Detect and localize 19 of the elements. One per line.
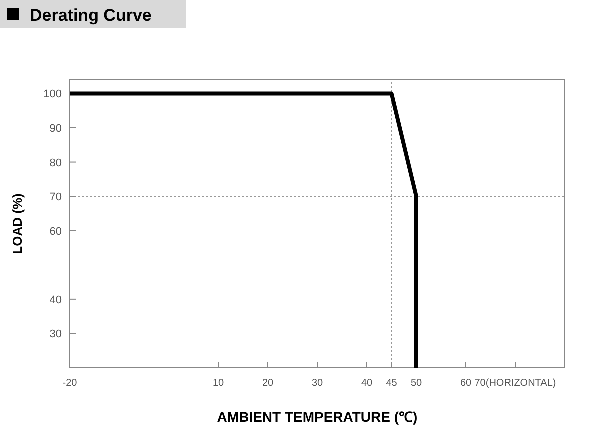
x-tick-label: 70(HORIZONTAL) bbox=[474, 378, 556, 389]
x-axis-title: AMBIENT TEMPERATURE (℃) bbox=[217, 409, 418, 425]
y-tick-label: 100 bbox=[44, 88, 62, 101]
y-tick-label: 90 bbox=[50, 123, 62, 135]
x-tick-label: -20 bbox=[62, 378, 78, 389]
x-tick-label: 10 bbox=[212, 378, 224, 389]
x-tick-label: 40 bbox=[361, 378, 373, 389]
chart-title: Derating Curve bbox=[30, 6, 152, 25]
y-tick-label: 70 bbox=[50, 192, 62, 204]
y-tick-label: 40 bbox=[50, 294, 62, 306]
y-axis-title: LOAD (%) bbox=[10, 194, 25, 254]
x-tick-label: 45 bbox=[386, 378, 398, 389]
x-tick-label: 20 bbox=[262, 378, 274, 389]
y-tick-label: 60 bbox=[50, 226, 62, 238]
x-tick-label: 30 bbox=[312, 378, 324, 389]
x-tick-label: 50 bbox=[410, 378, 422, 389]
x-tick-label: 60 bbox=[460, 378, 472, 389]
y-tick-label: 30 bbox=[50, 328, 62, 341]
y-tick-label: 80 bbox=[50, 157, 62, 170]
